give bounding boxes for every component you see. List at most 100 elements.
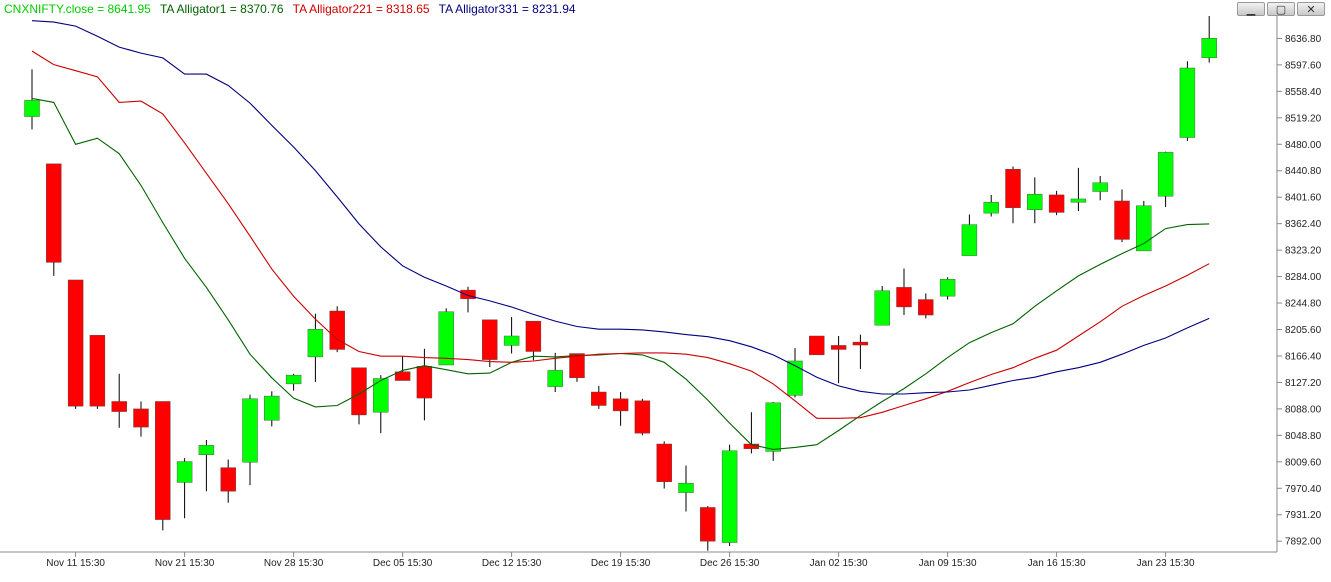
candle-down bbox=[1005, 169, 1021, 208]
candle-up bbox=[721, 450, 738, 543]
x-tick-label: Nov 28 15:30 bbox=[264, 558, 324, 569]
y-tick-label: 8519.20 bbox=[1285, 113, 1322, 124]
y-tick-label: 8244.80 bbox=[1285, 299, 1322, 310]
candle-down bbox=[830, 345, 847, 350]
window-controls: ▁ ▢ ✕ bbox=[1237, 2, 1325, 16]
y-tick-label: 7970.40 bbox=[1285, 484, 1322, 495]
candle-down bbox=[46, 163, 62, 263]
x-tick-label: Jan 09 15:30 bbox=[919, 558, 977, 569]
candle-up bbox=[373, 378, 389, 413]
y-tick-label: 8205.60 bbox=[1285, 325, 1322, 336]
y-tick-label: 7892.00 bbox=[1285, 537, 1322, 548]
candle-up bbox=[787, 360, 803, 396]
candle-down bbox=[1048, 194, 1065, 213]
candle-up bbox=[307, 329, 324, 358]
candle-up bbox=[1179, 67, 1196, 138]
legend-alligator221: TA Alligator221 = 8318.65 bbox=[292, 2, 430, 16]
candle-down bbox=[918, 299, 934, 316]
candle-down bbox=[809, 335, 825, 356]
candle-down bbox=[482, 319, 498, 360]
candle-down bbox=[394, 371, 411, 381]
y-tick-label: 8362.40 bbox=[1285, 219, 1322, 230]
candle-up bbox=[765, 402, 781, 452]
y-tick-label: 8009.60 bbox=[1285, 457, 1322, 468]
x-tick-label: Jan 23 15:30 bbox=[1137, 558, 1195, 569]
candle-down bbox=[525, 320, 542, 352]
candle-down bbox=[155, 401, 171, 520]
y-tick-label: 8088.00 bbox=[1285, 404, 1322, 415]
candle-down bbox=[416, 366, 433, 399]
candle-up bbox=[503, 335, 520, 346]
y-tick-label: 8401.60 bbox=[1285, 193, 1322, 204]
candle-down bbox=[351, 367, 367, 416]
candle-down bbox=[89, 335, 106, 407]
x-tick-label: Dec 05 15:30 bbox=[373, 558, 433, 569]
candle-up bbox=[1070, 198, 1087, 203]
legend-alligator331: TA Alligator331 = 8231.94 bbox=[438, 2, 576, 16]
candle-down bbox=[220, 467, 236, 492]
x-tick-label: Jan 16 15:30 bbox=[1028, 558, 1086, 569]
x-axis: Nov 11 15:30 Nov 21 15:30 Nov 28 15:30 Dec … bbox=[46, 552, 1195, 569]
y-tick-label: 8558.40 bbox=[1285, 87, 1322, 98]
candle-down bbox=[612, 398, 629, 412]
candle-down bbox=[591, 391, 607, 406]
x-tick-label: Dec 19 15:30 bbox=[591, 558, 651, 569]
x-tick-label: Nov 11 15:30 bbox=[46, 558, 105, 569]
y-tick-label: 8323.20 bbox=[1285, 246, 1322, 257]
candle-up bbox=[874, 290, 890, 326]
candle-down bbox=[569, 353, 585, 379]
candle-up bbox=[1092, 182, 1108, 192]
candle-down bbox=[852, 341, 869, 346]
chart-legend: CNXNIFTY.close = 8641.95 TA Alligator1 =… bbox=[4, 2, 582, 16]
candle-up bbox=[1027, 194, 1043, 210]
x-tick-label: Nov 21 15:30 bbox=[155, 558, 215, 569]
candle-up bbox=[678, 482, 694, 493]
x-tick-label: Jan 02 15:30 bbox=[810, 558, 868, 569]
y-tick-label: 8127.20 bbox=[1285, 378, 1322, 389]
candle-down bbox=[67, 279, 84, 407]
candle-down bbox=[1114, 200, 1130, 240]
candle-up bbox=[176, 461, 193, 483]
candle-up bbox=[1201, 38, 1217, 59]
x-tick-label: Dec 26 15:30 bbox=[700, 558, 760, 569]
series-line-alligator221 bbox=[31, 50, 1210, 419]
y-tick-label: 8597.60 bbox=[1285, 60, 1322, 71]
candle-up bbox=[983, 202, 999, 214]
candle-down bbox=[460, 289, 476, 300]
y-tick-label: 8636.80 bbox=[1285, 34, 1322, 45]
candle-up bbox=[242, 398, 258, 463]
maximize-button[interactable]: ▢ bbox=[1267, 2, 1295, 16]
candle-up bbox=[1157, 152, 1174, 197]
y-tick-label: 8440.80 bbox=[1285, 166, 1322, 177]
candle-up bbox=[1136, 205, 1152, 252]
legend-close: CNXNIFTY.close = 8641.95 bbox=[4, 2, 151, 16]
candle-up bbox=[264, 395, 280, 421]
minimize-button[interactable]: ▁ bbox=[1237, 2, 1265, 16]
y-tick-label: 8480.00 bbox=[1285, 140, 1322, 151]
indicator-lines-group bbox=[31, 20, 1210, 450]
candle-down bbox=[111, 401, 127, 412]
series-line-alligator331 bbox=[31, 20, 1210, 395]
candle-up bbox=[285, 374, 302, 385]
candle-up bbox=[961, 224, 978, 256]
candle-down bbox=[634, 400, 651, 434]
candle-up bbox=[939, 279, 956, 297]
close-button[interactable]: ✕ bbox=[1297, 2, 1325, 16]
candle-up bbox=[198, 445, 215, 455]
candle-up bbox=[547, 370, 563, 387]
candle-down bbox=[896, 287, 912, 308]
y-tick-label: 8284.00 bbox=[1285, 272, 1322, 283]
candle-down bbox=[133, 408, 149, 428]
y-tick-label: 8166.40 bbox=[1285, 351, 1322, 362]
candle-down bbox=[329, 310, 345, 350]
x-tick-label: Dec 12 15:30 bbox=[482, 558, 542, 569]
candle-up bbox=[24, 100, 40, 117]
candles-group bbox=[24, 16, 1217, 551]
y-tick-label: 8048.80 bbox=[1285, 431, 1322, 442]
y-tick-label: 7931.20 bbox=[1285, 510, 1322, 521]
y-axis: 8636.80 8597.60 8558.40 8519.20 8480.00 8440.… bbox=[1277, 34, 1322, 548]
candle-up bbox=[438, 311, 454, 366]
legend-alligator1: TA Alligator1 = 8370.76 bbox=[159, 2, 284, 16]
